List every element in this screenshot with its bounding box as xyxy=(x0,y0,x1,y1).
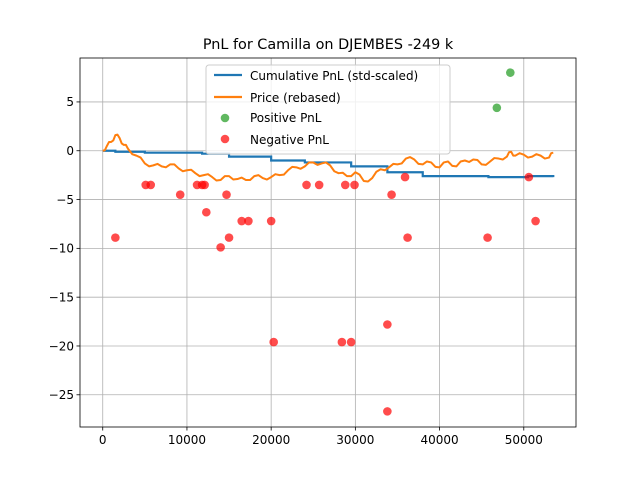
legend-label-cumulative: Cumulative PnL (std-scaled) xyxy=(250,69,418,83)
negative-pnl-point xyxy=(269,337,278,347)
negative-pnl-point xyxy=(314,180,324,190)
x-tick-label: 20000 xyxy=(252,433,290,447)
x-axis: 0 10000 20000 30000 40000 50000 xyxy=(99,427,543,447)
series-line-price xyxy=(102,133,554,183)
x-tick-label: 0 xyxy=(99,433,107,447)
x-tick-label: 10000 xyxy=(168,433,206,447)
negative-pnl-point xyxy=(237,216,246,226)
negative-pnl-point xyxy=(346,337,356,347)
negative-pnl-point xyxy=(400,172,410,182)
y-tick-label: 5 xyxy=(66,95,74,109)
positive-pnl-point xyxy=(492,103,502,113)
negative-pnl-point xyxy=(337,337,347,347)
x-tick-label: 30000 xyxy=(336,433,374,447)
plot-area xyxy=(102,133,555,183)
y-axis: 5 0 −5 −10 −15 −20 −25 xyxy=(49,95,80,402)
legend-swatch-positive xyxy=(220,113,230,123)
positive-pnl-point xyxy=(506,68,515,77)
y-tick-label: −5 xyxy=(56,193,74,207)
negative-pnl-point xyxy=(200,180,209,190)
legend-label-negative: Negative PnL xyxy=(250,133,329,147)
negative-pnl-point xyxy=(266,216,276,226)
negative-pnl-point xyxy=(175,190,185,199)
negative-pnl-point xyxy=(524,172,534,182)
negative-pnl-point xyxy=(403,233,412,242)
plot-frame xyxy=(79,57,577,428)
negative-pnl-point xyxy=(224,233,234,242)
legend: Cumulative PnL (std-scaled) Price (rebas… xyxy=(205,64,451,155)
negative-pnl-point xyxy=(244,216,253,226)
x-tick-label: 50000 xyxy=(505,433,543,447)
negative-pnl-point xyxy=(340,180,350,190)
y-tick-label: −25 xyxy=(49,388,74,402)
y-tick-label: 0 xyxy=(66,144,74,158)
y-tick-label: −15 xyxy=(49,290,74,304)
negative-pnl-point xyxy=(146,180,156,190)
x-tick-label: 40000 xyxy=(420,433,458,447)
negative-pnl-point xyxy=(483,233,492,242)
legend-box xyxy=(205,64,451,155)
chart-title: PnL for Camilla on DJEMBES -249 k xyxy=(203,37,454,53)
negative-pnl-point xyxy=(531,216,540,226)
negative-pnl-point xyxy=(302,180,311,190)
scatter-points xyxy=(111,68,540,416)
negative-pnl-point xyxy=(350,180,359,190)
series-line-cumulative-pnl xyxy=(102,149,555,179)
legend-label-price: Price (rebased) xyxy=(250,91,341,105)
negative-pnl-point xyxy=(111,233,120,242)
negative-pnl-point xyxy=(216,243,225,252)
negative-pnl-point xyxy=(387,190,396,199)
negative-pnl-point xyxy=(202,207,211,217)
negative-pnl-point xyxy=(383,320,392,329)
negative-pnl-point xyxy=(222,190,231,199)
legend-label-positive: Positive PnL xyxy=(250,111,322,125)
y-tick-label: −10 xyxy=(49,242,74,256)
legend-swatch-negative xyxy=(220,134,230,144)
negative-pnl-point xyxy=(383,407,392,416)
y-tick-label: −20 xyxy=(49,339,74,353)
